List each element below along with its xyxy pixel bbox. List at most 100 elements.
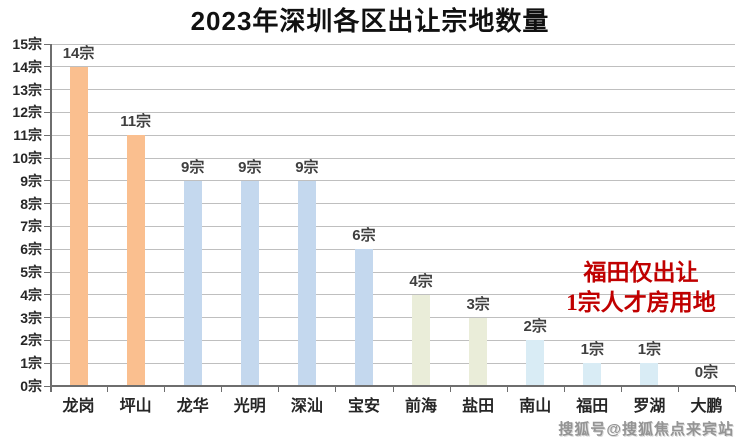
annotation-futian: 福田仅出让 1宗人才房用地 <box>543 258 739 318</box>
x-axis-tick <box>620 386 622 392</box>
x-axis-category-label: 龙岗 <box>62 398 95 415</box>
y-axis-label: 6宗 <box>20 241 42 258</box>
x-axis-tick <box>221 386 223 392</box>
bar <box>240 180 259 385</box>
gridline <box>50 362 735 364</box>
x-axis-tick <box>449 386 451 392</box>
y-axis-tick <box>44 157 50 159</box>
bar-value-label: 2宗 <box>523 318 547 336</box>
y-axis-tick <box>44 317 50 319</box>
bar <box>526 340 545 385</box>
bar <box>183 180 202 385</box>
x-axis-tick <box>50 386 51 392</box>
bar <box>354 249 373 385</box>
x-axis-tick <box>164 386 166 392</box>
bar-value-label: 6宗 <box>352 227 376 245</box>
x-axis-tick <box>392 386 394 392</box>
x-axis-category-label: 前海 <box>405 398 438 415</box>
x-axis-category-label: 福田 <box>576 398 609 415</box>
bar <box>469 317 488 385</box>
x-axis-category-label: 盐田 <box>462 398 495 415</box>
gridline <box>50 225 735 227</box>
y-axis-label: 10宗 <box>12 150 42 166</box>
y-axis-line <box>50 44 52 392</box>
x-axis-tick <box>563 386 565 392</box>
bar <box>583 363 602 385</box>
y-axis-label: 14宗 <box>12 58 42 75</box>
y-axis-tick <box>44 203 50 205</box>
y-axis-label: 7宗 <box>20 218 42 235</box>
x-axis-category-label: 南山 <box>519 398 552 415</box>
y-axis-tick <box>44 225 50 227</box>
y-axis-label: 15宗 <box>12 36 42 52</box>
y-axis-label: 1宗 <box>20 355 42 372</box>
gridline <box>50 134 735 136</box>
y-axis-label: 13宗 <box>12 81 42 98</box>
watermark-souhu: 搜狐号@搜狐焦点来宾站 <box>558 421 734 438</box>
bar-value-label: 1宗 <box>580 341 604 359</box>
x-axis-tick <box>506 386 508 392</box>
y-axis-tick <box>44 339 50 341</box>
x-axis-category-label: 光明 <box>233 398 266 415</box>
gridline <box>50 248 735 250</box>
bar <box>69 66 88 385</box>
x-axis-category-label: 深汕 <box>290 398 323 415</box>
y-axis-label: 2宗 <box>20 332 42 349</box>
y-axis-tick <box>44 362 50 364</box>
y-axis-label: 3宗 <box>20 309 42 326</box>
y-axis-tick <box>44 89 50 91</box>
gridline <box>50 203 735 205</box>
gridline <box>50 89 735 91</box>
bar <box>412 294 431 385</box>
chart-title: 2023年深圳各区出让宗地数量 <box>190 6 550 36</box>
y-axis-tick <box>44 294 50 296</box>
gridline <box>50 271 735 273</box>
y-axis-tick <box>44 66 50 68</box>
x-axis-category-label: 坪山 <box>119 398 152 415</box>
gridline <box>50 294 735 296</box>
x-axis-category-label: 罗湖 <box>633 398 666 415</box>
gridline <box>50 180 735 182</box>
y-axis-label: 4宗 <box>20 286 42 303</box>
gridline <box>50 317 735 319</box>
gridline <box>50 111 735 113</box>
gridline <box>50 43 735 45</box>
bar-value-label: 9宗 <box>295 158 319 176</box>
bar-value-label: 0宗 <box>694 364 719 381</box>
x-axis-category-label: 大鹏 <box>690 398 723 415</box>
y-axis-label: 8宗 <box>20 195 42 212</box>
annotation-line-1: 福田仅出让 <box>583 260 699 285</box>
y-axis-tick <box>44 180 50 182</box>
x-axis-tick <box>107 386 109 392</box>
y-axis-label: 5宗 <box>20 264 42 280</box>
bar <box>297 180 316 385</box>
y-axis-label: 11宗 <box>13 127 42 144</box>
y-axis-tick <box>44 248 50 250</box>
x-axis-tick <box>278 386 280 392</box>
y-axis-tick <box>44 43 50 45</box>
bar-value-label: 4宗 <box>409 272 433 290</box>
y-axis-tick <box>44 385 50 387</box>
y-axis-label: 12宗 <box>12 104 42 121</box>
annotation-line-2: 1宗人才房用地 <box>566 290 716 315</box>
gridline <box>50 66 735 68</box>
x-axis-category-label: 龙华 <box>176 398 209 415</box>
bar-value-label: 9宗 <box>181 158 205 176</box>
gridline <box>50 339 735 341</box>
bar-value-label: 11宗 <box>120 113 152 131</box>
x-axis-tick <box>735 386 736 392</box>
bar-value-label: 1宗 <box>637 341 662 359</box>
bar <box>640 363 659 385</box>
x-axis-tick <box>335 386 337 392</box>
y-axis-tick <box>44 271 50 273</box>
x-axis-tick <box>677 386 679 392</box>
y-axis-tick <box>44 111 50 113</box>
y-axis-tick <box>44 134 50 136</box>
bar-value-label: 9宗 <box>238 158 262 176</box>
x-axis-category-label: 宝安 <box>347 398 380 415</box>
gridline <box>50 157 735 159</box>
y-axis-label: 9宗 <box>20 172 42 189</box>
y-axis-label: 0宗 <box>20 378 42 394</box>
bar-value-label: 14宗 <box>62 44 95 62</box>
